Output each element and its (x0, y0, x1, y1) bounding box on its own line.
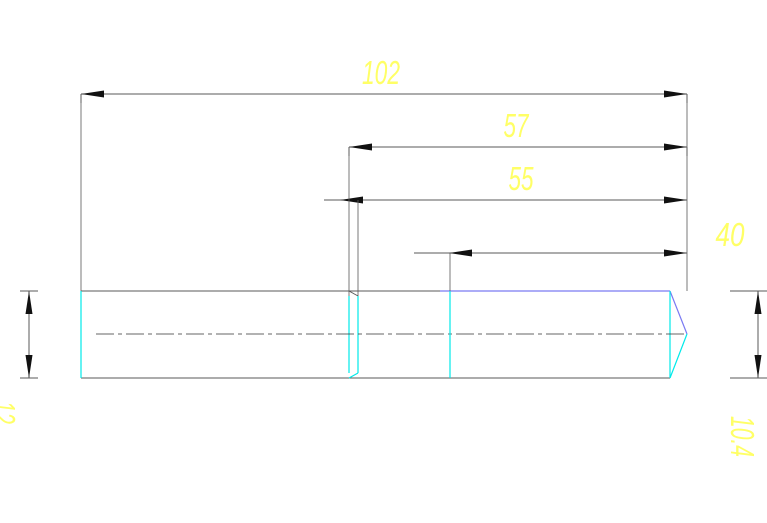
svg-text:10.4: 10.4 (724, 416, 761, 457)
svg-text:57: 57 (504, 107, 530, 144)
svg-text:12: 12 (0, 401, 22, 424)
svg-text:102: 102 (362, 54, 400, 91)
svg-text:55: 55 (509, 160, 534, 197)
svg-text:40: 40 (716, 216, 746, 253)
